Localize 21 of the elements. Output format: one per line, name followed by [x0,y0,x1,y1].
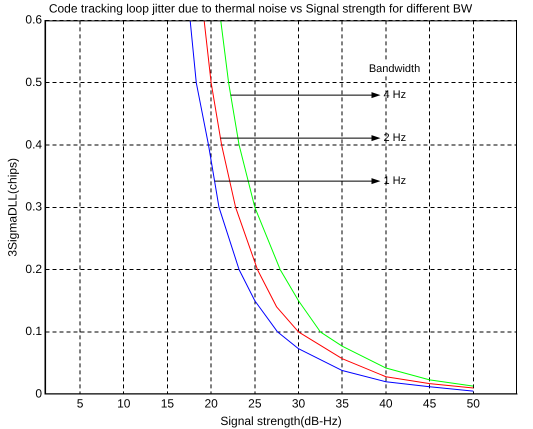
x-axis-title: Signal strength(dB-Hz) [220,414,342,428]
x-tick-label: 5 [76,396,84,411]
x-tick-label: 50 [466,396,480,411]
x-tick-label: 25 [248,396,262,411]
x-tick-label: 20 [204,396,218,411]
x-tick-label: 10 [117,396,131,411]
y-tick-label: 0.6 [25,12,42,27]
y-tick-label: 0.1 [25,324,42,338]
y-tick-label: 0.5 [25,75,42,90]
y-tick-label: 0.4 [25,137,42,152]
annotation: Bandwidth [368,63,420,76]
y-axis-title: 3SigmaDLL(chips) [6,158,20,257]
y-tick-label: 0 [35,386,42,401]
x-tick-label: 45 [422,396,437,411]
x-tick-label: 40 [379,396,393,411]
y-tick-label: 0.3 [25,200,42,214]
x-tick-label: 35 [336,396,350,411]
x-tick-label: 15 [160,396,174,411]
chart-title: Code tracking loop jitter due to thermal noise vs Signal strength for different BW [48,2,473,16]
x-tick-label: 30 [292,396,306,411]
y-tick-label: 0.2 [25,262,42,276]
